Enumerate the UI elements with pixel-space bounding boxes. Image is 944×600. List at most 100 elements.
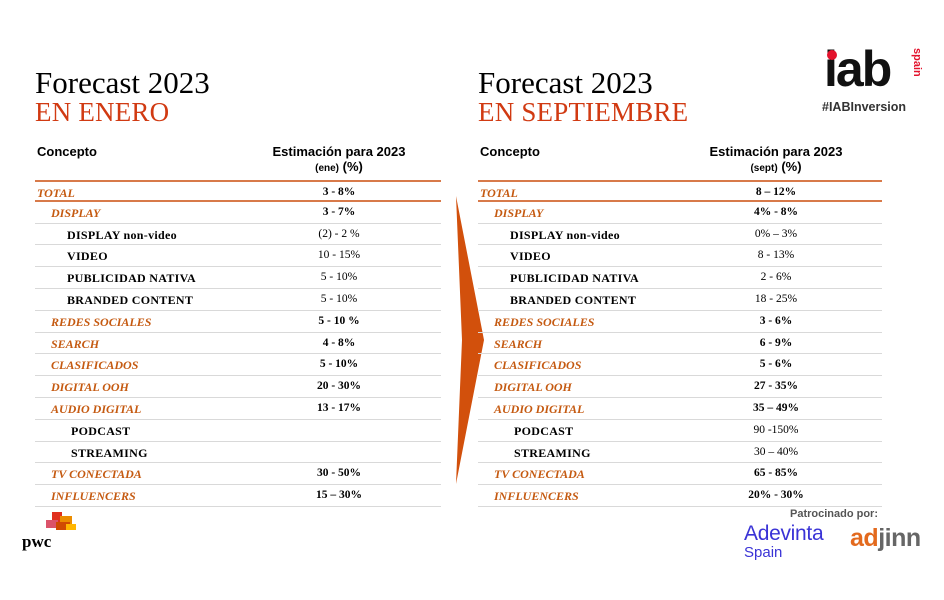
table-header: Concepto Estimación para 2023 (sept) (%) <box>478 142 882 180</box>
row-label: PUBLICIDAD NATIVA <box>67 271 197 286</box>
iab-logo: iab spain #IABInversion <box>820 44 930 120</box>
forecast-table: Concepto Estimación para 2023 (sept) (%)… <box>478 142 882 507</box>
row-label: TV CONECTADA <box>51 467 142 482</box>
row-value: 65 - 85% <box>753 467 799 480</box>
row-value: 5 - 10% <box>320 292 358 305</box>
row-label: VIDEO <box>510 249 551 264</box>
table-row: DISPLAY 3 - 7% <box>35 202 441 224</box>
row-label: DIGITAL OOH <box>51 380 129 395</box>
table-row: DIGITAL OOH 20 - 30% <box>35 376 441 398</box>
header-estimation: Estimación para 2023 (sept) (%) <box>696 144 856 176</box>
row-value: (2) - 2 % <box>318 227 360 240</box>
row-value: 3 - 7% <box>322 205 356 218</box>
adjinn-logo: adjinn <box>850 524 921 553</box>
row-label: PODCAST <box>514 423 574 438</box>
row-label: REDES SOCIALES <box>51 314 152 329</box>
row-value: 4 - 8% <box>322 336 356 349</box>
row-label: DISPLAY non-video <box>510 227 620 242</box>
row-label: PUBLICIDAD NATIVA <box>510 271 640 286</box>
row-label: DIGITAL OOH <box>494 380 572 395</box>
hashtag: #IABInversion <box>822 100 907 114</box>
row-label: TV CONECTADA <box>494 467 585 482</box>
table-row: STREAMING 30 – 40% <box>478 442 882 464</box>
sponsor-label: Patrocinado por: <box>790 508 879 520</box>
header-period: (ene) <box>315 163 340 174</box>
row-value: 30 – 40% <box>753 445 799 458</box>
table-row: SEARCH 6 - 9% <box>478 333 882 355</box>
table-row: PUBLICIDAD NATIVA 2 - 6% <box>478 267 882 289</box>
row-value: 30 - 50% <box>316 467 362 480</box>
row-value: 18 - 25% <box>754 292 798 305</box>
table-row: REDES SOCIALES 5 - 10 % <box>35 311 441 333</box>
table-row: PUBLICIDAD NATIVA 5 - 10% <box>35 267 441 289</box>
row-label: BRANDED CONTENT <box>67 292 194 307</box>
row-label: DISPLAY non-video <box>67 227 177 242</box>
table-row: SEARCH 4 - 8% <box>35 333 441 355</box>
row-label: TOTAL <box>480 186 518 200</box>
row-value: 3 - 8% <box>322 186 356 198</box>
table-row: DISPLAY non-video (2) - 2 % <box>35 224 441 246</box>
row-label: PODCAST <box>71 423 131 438</box>
row-label: SEARCH <box>51 336 100 351</box>
table-row: TV CONECTADA 30 - 50% <box>35 463 441 486</box>
row-value: 35 – 49% <box>753 401 799 414</box>
table-row: CLASIFICADOS 5 - 10% <box>35 354 441 377</box>
row-value: 13 - 17% <box>316 401 362 414</box>
header-concept: Concepto <box>37 144 97 159</box>
panel-title: Forecast 2023 <box>478 65 653 100</box>
table-row: DISPLAY non-video 0% – 3% <box>478 224 882 246</box>
row-value: 0% – 3% <box>754 227 798 240</box>
table-row: VIDEO 10 - 15% <box>35 245 441 268</box>
table-body: TOTAL 8 – 12% DISPLAY 4% - 8% DISPLAY non-vi… <box>478 180 882 507</box>
row-label: VIDEO <box>67 249 108 264</box>
row-label: CLASIFICADOS <box>51 358 139 373</box>
row-label: STREAMING <box>71 445 148 460</box>
row-label: STREAMING <box>514 445 591 460</box>
table-row: INFLUENCERS 15 – 30% <box>35 485 441 507</box>
row-label: INFLUENCERS <box>494 489 579 504</box>
panel-title: Forecast 2023 <box>35 65 210 100</box>
header-percent: (%) <box>342 159 363 174</box>
table-row: BRANDED CONTENT 18 - 25% <box>478 289 882 311</box>
table-row: REDES SOCIALES 3 - 6% <box>478 311 882 333</box>
pwc-logo: pwc <box>22 512 82 552</box>
table-row: VIDEO 8 - 13% <box>478 245 882 268</box>
row-label: DISPLAY <box>51 205 101 220</box>
table-row: TOTAL 8 – 12% <box>478 180 882 202</box>
forecast-panel-enero: Forecast 2023 EN ENERO Concepto Estimaci… <box>35 65 441 507</box>
table-row: BRANDED CONTENT 5 - 10% <box>35 289 441 311</box>
row-value: 5 - 10 % <box>318 314 360 327</box>
iab-dot-icon <box>827 50 837 60</box>
table-row: TV CONECTADA 65 - 85% <box>478 463 882 486</box>
row-value: 5 - 10% <box>319 358 359 371</box>
row-value: 3 - 6% <box>759 314 793 327</box>
row-label: AUDIO DIGITAL <box>494 401 585 416</box>
table-row: DISPLAY 4% - 8% <box>478 202 882 224</box>
row-value: 2 - 6% <box>760 271 792 284</box>
adevinta-logo-name: Adevinta <box>744 522 824 545</box>
row-label: DISPLAY <box>494 205 544 220</box>
row-value: 5 - 10% <box>320 271 358 284</box>
adjinn-logo-rest: jinn <box>878 524 921 552</box>
row-value: 8 - 13% <box>757 249 795 262</box>
adjinn-logo-ad: ad <box>850 524 879 552</box>
table-row: AUDIO DIGITAL 13 - 17% <box>35 398 441 420</box>
row-value: 6 - 9% <box>759 336 793 349</box>
table-row: AUDIO DIGITAL 35 – 49% <box>478 398 882 420</box>
panel-subtitle: EN SEPTIEMBRE <box>478 97 689 127</box>
table-row: PODCAST 90 -150% <box>478 420 882 442</box>
row-label: BRANDED CONTENT <box>510 292 637 307</box>
row-value: 20 - 30% <box>316 380 362 393</box>
chevron-arrow-right-icon <box>456 196 484 484</box>
pwc-logo-word: pwc <box>22 532 52 551</box>
table-row: PODCAST <box>35 420 441 442</box>
row-value: 5 - 6% <box>759 358 793 371</box>
table-row: DIGITAL OOH 27 - 35% <box>478 376 882 398</box>
row-value: 4% - 8% <box>753 205 799 218</box>
table-body: TOTAL 3 - 8% DISPLAY 3 - 7% DISPLAY non-vide… <box>35 180 441 507</box>
header-period: (sept) <box>750 163 778 174</box>
row-label: REDES SOCIALES <box>494 314 595 329</box>
header-concept: Concepto <box>480 144 540 159</box>
forecast-panel-septiembre: Forecast 2023 EN SEPTIEMBRE Concepto Est… <box>478 65 882 507</box>
table-row: TOTAL 3 - 8% <box>35 180 441 202</box>
